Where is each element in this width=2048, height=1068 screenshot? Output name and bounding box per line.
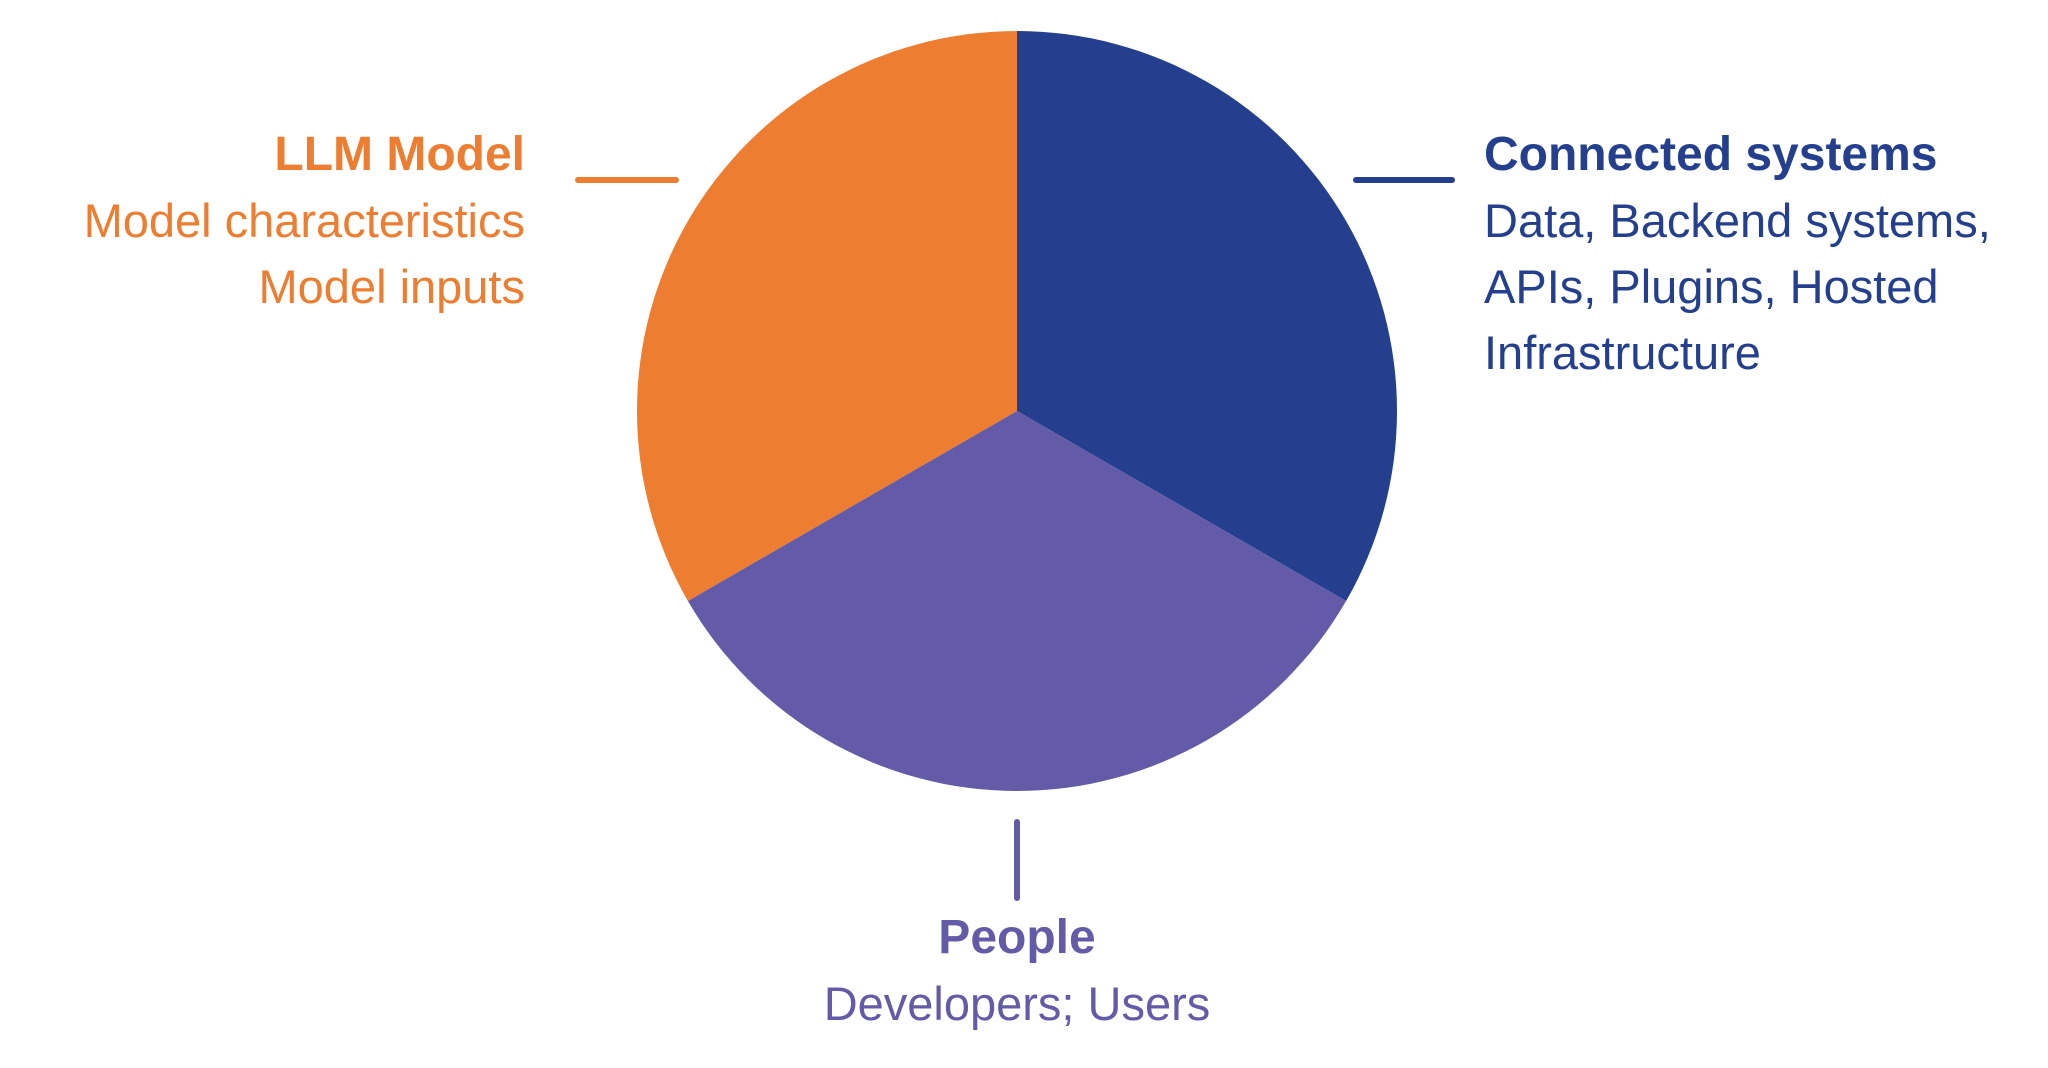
llm-model-title: LLM Model (274, 128, 525, 181)
connected-systems-label: Connected systems Data, Backend systems,… (1484, 122, 1991, 386)
llm-model-label: LLM Model Model characteristics Model in… (84, 122, 525, 320)
llm-model-line: Model inputs (258, 260, 526, 313)
connected-systems-line: Data, Backend systems, (1484, 194, 1991, 247)
connected-systems-title: Connected systems (1484, 128, 1938, 181)
connected-systems-line: APIs, Plugins, Hosted (1484, 260, 1939, 313)
pie-slice-llm-model (636, 31, 1017, 601)
people-label: People Developers; Users (717, 905, 1317, 1037)
connected-systems-line: Infrastructure (1484, 326, 1761, 379)
llm-model-line: Model characteristics (83, 194, 525, 247)
people-line: Developers; Users (823, 977, 1211, 1030)
people-title: People (938, 911, 1096, 964)
pie-slice-connected-systems (1017, 31, 1397, 601)
pie-slice-people (687, 411, 1347, 791)
